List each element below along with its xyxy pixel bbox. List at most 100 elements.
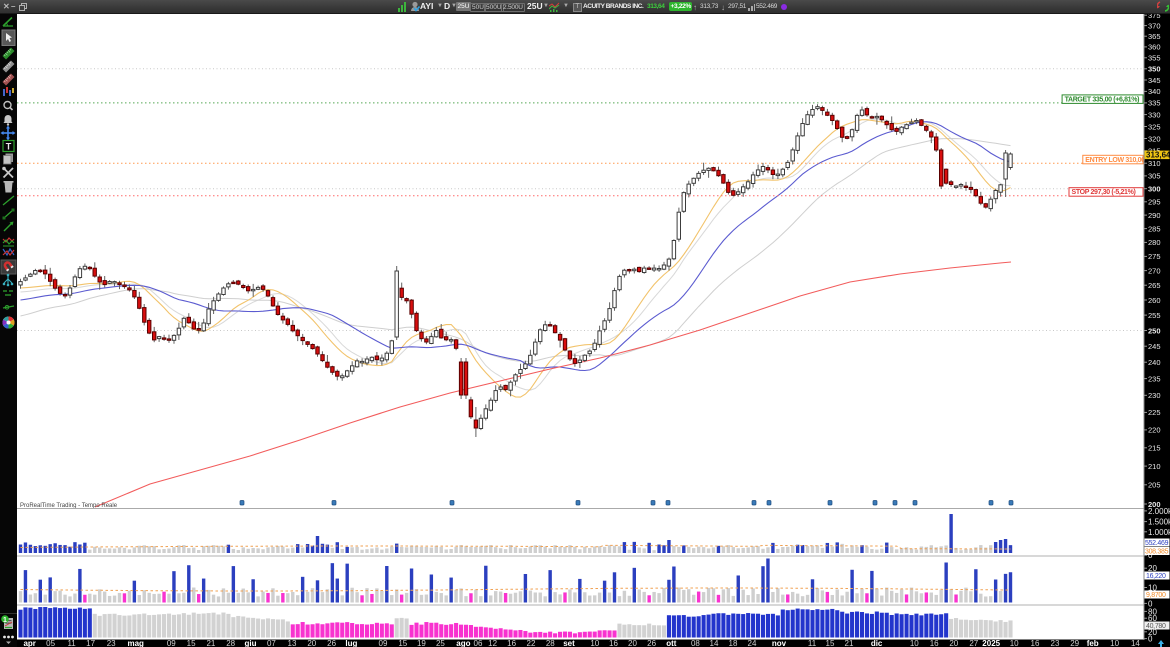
svg-text:11: 11 bbox=[67, 639, 76, 647]
svg-text:09: 09 bbox=[167, 639, 176, 647]
svg-text:320: 320 bbox=[1148, 134, 1161, 143]
svg-text:325: 325 bbox=[1148, 122, 1161, 131]
svg-text:lug: lug bbox=[345, 639, 357, 647]
svg-text:24: 24 bbox=[748, 639, 757, 647]
svg-text:21: 21 bbox=[206, 639, 215, 647]
svg-text:ENTRY LOW 310,00: ENTRY LOW 310,00 bbox=[1085, 157, 1145, 164]
svg-text:40,780: 40,780 bbox=[1146, 623, 1166, 630]
svg-text:0: 0 bbox=[1148, 635, 1153, 644]
svg-text:230: 230 bbox=[1148, 391, 1161, 400]
svg-text:05: 05 bbox=[46, 639, 55, 647]
svg-text:308.385: 308.385 bbox=[1145, 549, 1169, 556]
svg-text:08: 08 bbox=[691, 639, 700, 647]
svg-text:06: 06 bbox=[474, 639, 483, 647]
svg-text:360: 360 bbox=[1148, 43, 1161, 52]
svg-text:apr: apr bbox=[23, 639, 35, 647]
svg-text:300: 300 bbox=[1148, 185, 1161, 194]
svg-text:STOP 297,30 (-5,21%): STOP 297,30 (-5,21%) bbox=[1072, 189, 1136, 196]
svg-text:T: T bbox=[6, 142, 12, 152]
svg-text:1: 1 bbox=[3, 617, 7, 624]
svg-text:22: 22 bbox=[527, 639, 536, 647]
svg-text:20: 20 bbox=[949, 639, 958, 647]
svg-text:255: 255 bbox=[1148, 311, 1161, 320]
svg-text:335: 335 bbox=[1148, 99, 1161, 108]
svg-text:340: 340 bbox=[1148, 87, 1161, 96]
svg-text:ago: ago bbox=[456, 639, 470, 647]
svg-text:330: 330 bbox=[1148, 110, 1161, 119]
svg-text:13: 13 bbox=[288, 639, 297, 647]
svg-text:18: 18 bbox=[729, 639, 738, 647]
svg-text:20: 20 bbox=[1148, 628, 1157, 637]
svg-text:16: 16 bbox=[609, 639, 618, 647]
svg-text:11: 11 bbox=[808, 639, 817, 647]
svg-text:28: 28 bbox=[226, 639, 235, 647]
svg-text:0: 0 bbox=[1148, 599, 1153, 608]
svg-text:220: 220 bbox=[1148, 426, 1161, 435]
svg-text:set: set bbox=[563, 639, 575, 647]
svg-text:14: 14 bbox=[1131, 639, 1140, 647]
svg-text:10: 10 bbox=[910, 639, 919, 647]
svg-text:mag: mag bbox=[127, 639, 144, 647]
svg-text:200: 200 bbox=[1148, 500, 1161, 509]
svg-text:27: 27 bbox=[969, 639, 978, 647]
svg-text:275: 275 bbox=[1148, 252, 1161, 261]
svg-text:23: 23 bbox=[107, 639, 116, 647]
svg-text:20: 20 bbox=[307, 639, 316, 647]
svg-text:1.500k: 1.500k bbox=[1148, 518, 1170, 527]
svg-text:285: 285 bbox=[1148, 224, 1161, 233]
svg-text:10: 10 bbox=[1148, 584, 1157, 593]
svg-text:ProRealTime Trading - Tempo Re: ProRealTime Trading - Tempo Reale bbox=[20, 503, 118, 509]
svg-text:09: 09 bbox=[379, 639, 388, 647]
svg-text:355: 355 bbox=[1148, 54, 1161, 63]
svg-text:07: 07 bbox=[267, 639, 276, 647]
svg-text:60: 60 bbox=[1148, 614, 1157, 623]
svg-text:15: 15 bbox=[398, 639, 407, 647]
svg-text:14: 14 bbox=[710, 639, 719, 647]
svg-text:260: 260 bbox=[1148, 296, 1161, 305]
svg-text:17: 17 bbox=[86, 639, 95, 647]
svg-text:16: 16 bbox=[930, 639, 939, 647]
svg-text:313,64: 313,64 bbox=[1146, 151, 1170, 160]
svg-text:25: 25 bbox=[436, 639, 445, 647]
svg-text:235: 235 bbox=[1148, 374, 1161, 383]
svg-text:giu: giu bbox=[245, 639, 257, 647]
svg-text:2.000k: 2.000k bbox=[1148, 507, 1170, 516]
svg-text:10: 10 bbox=[590, 639, 599, 647]
svg-text:19: 19 bbox=[417, 639, 426, 647]
svg-text:16: 16 bbox=[507, 639, 516, 647]
svg-text:nov: nov bbox=[772, 639, 787, 647]
svg-text:80: 80 bbox=[1148, 607, 1157, 616]
svg-text:240: 240 bbox=[1148, 358, 1161, 367]
svg-text:305: 305 bbox=[1148, 172, 1161, 181]
svg-text:270: 270 bbox=[1148, 266, 1161, 275]
svg-text:16: 16 bbox=[1031, 639, 1040, 647]
svg-text:26: 26 bbox=[647, 639, 656, 647]
svg-text:ott: ott bbox=[666, 639, 677, 647]
svg-text:10: 10 bbox=[1110, 639, 1119, 647]
svg-text:370: 370 bbox=[1148, 21, 1161, 30]
svg-text:265: 265 bbox=[1148, 281, 1161, 290]
svg-text:552.469: 552.469 bbox=[1145, 540, 1169, 547]
svg-text:350: 350 bbox=[1148, 65, 1161, 74]
svg-text:295: 295 bbox=[1148, 198, 1161, 207]
svg-text:2025: 2025 bbox=[982, 639, 1000, 647]
svg-text:0: 0 bbox=[1148, 551, 1153, 560]
svg-text:29: 29 bbox=[1070, 639, 1079, 647]
svg-text:20: 20 bbox=[1148, 564, 1157, 573]
svg-text:245: 245 bbox=[1148, 342, 1161, 351]
svg-text:12: 12 bbox=[488, 639, 497, 647]
svg-text:10: 10 bbox=[1010, 639, 1019, 647]
svg-text:280: 280 bbox=[1148, 238, 1161, 247]
svg-text:26: 26 bbox=[327, 639, 336, 647]
svg-text:375: 375 bbox=[1148, 11, 1161, 20]
svg-text:dic: dic bbox=[871, 639, 883, 647]
svg-text:225: 225 bbox=[1148, 408, 1161, 417]
svg-text:250: 250 bbox=[1148, 326, 1161, 335]
svg-text:310: 310 bbox=[1148, 159, 1161, 168]
svg-text:20: 20 bbox=[628, 639, 637, 647]
svg-text:345: 345 bbox=[1148, 76, 1161, 85]
svg-text:21: 21 bbox=[845, 639, 854, 647]
svg-text:210: 210 bbox=[1148, 462, 1161, 471]
svg-text:28: 28 bbox=[546, 639, 555, 647]
svg-text:23: 23 bbox=[1051, 639, 1060, 647]
